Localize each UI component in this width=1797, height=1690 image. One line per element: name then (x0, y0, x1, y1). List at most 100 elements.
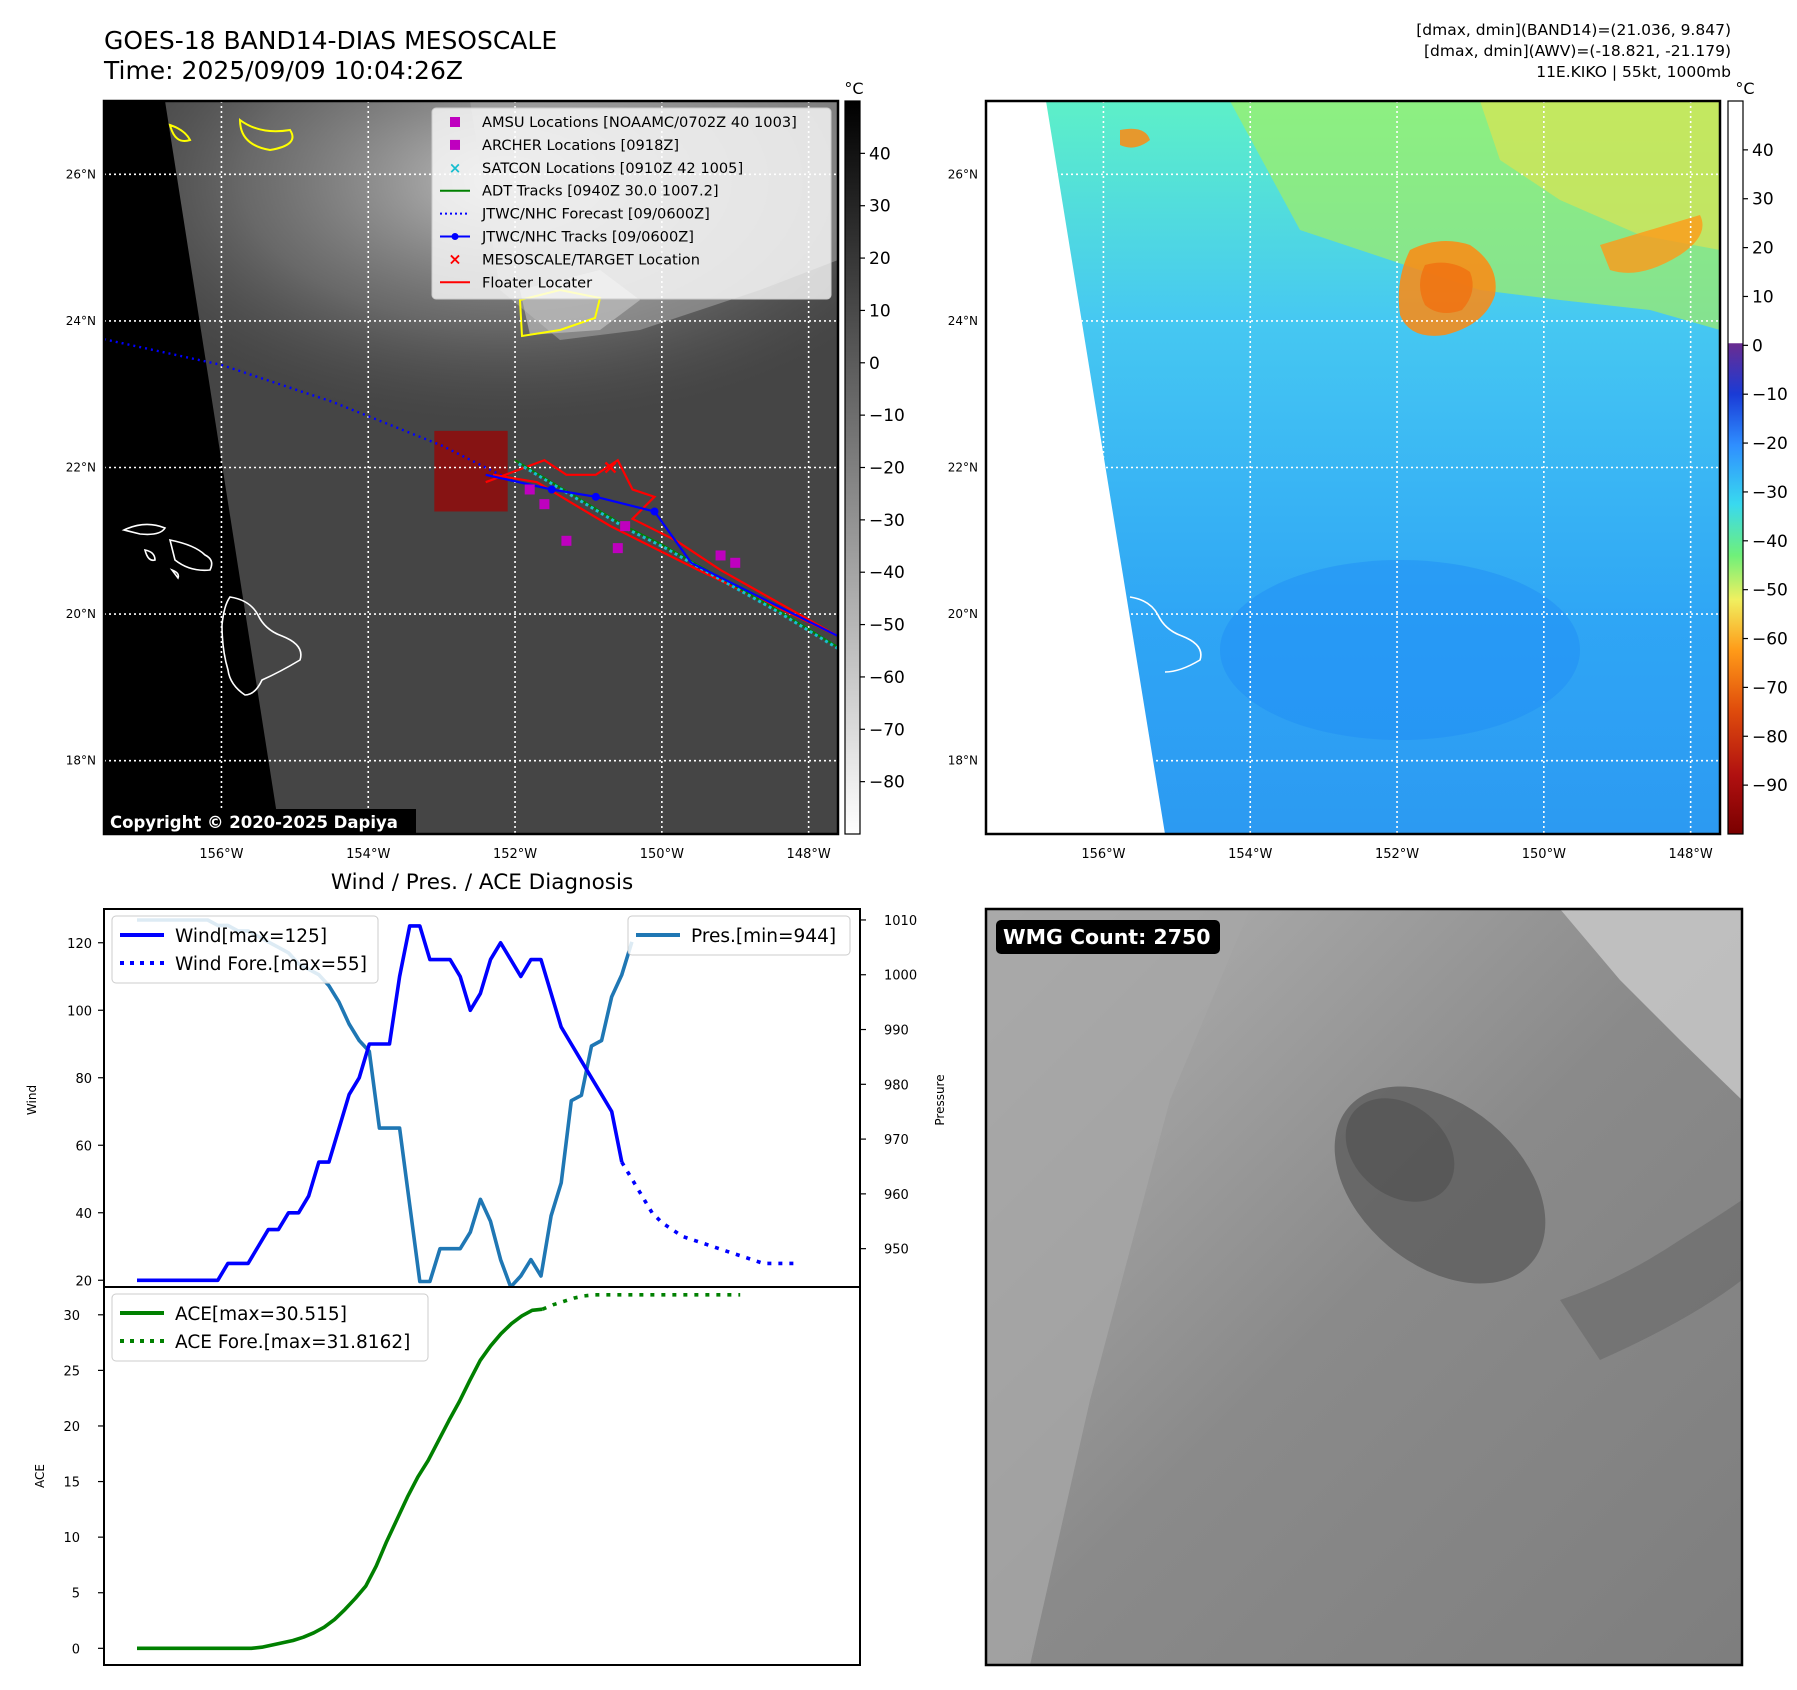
legend-wind-forecast: Wind Fore.[max=55] (175, 954, 367, 975)
legend-ace: ACE[max=30.515] (175, 1304, 347, 1325)
colorbar-tick-label: 20 (1752, 239, 1774, 259)
wmg-light-band (986, 909, 1250, 1665)
lon-tick-label: 152°W (1375, 847, 1419, 862)
copyright-badge: Copyright © 2020-2025 Dapiya (104, 809, 416, 834)
lat-tick-label: 22°N (66, 461, 96, 475)
pressure-tick-label: 950 (884, 1243, 909, 1258)
amsu-point (561, 535, 572, 546)
colorbar-unit-label: °C (1735, 79, 1754, 98)
colorbar-tick-label: 0 (869, 354, 880, 374)
svg-text:Copyright © 2020-2025 Dapiya: Copyright © 2020-2025 Dapiya (110, 813, 398, 832)
lat-tick-label: 24°N (948, 314, 978, 328)
legend-entry: AMSU Locations [NOAAMC/0702Z 40 1003] (482, 114, 797, 131)
colorbar-tick-label: −40 (869, 563, 905, 583)
amsu-point (730, 557, 741, 568)
archer-point (620, 521, 631, 532)
best-track-point (650, 507, 659, 516)
ace-tick-label: 30 (63, 1309, 80, 1324)
colorbar-tick-label: −80 (869, 773, 905, 793)
archer-point (524, 484, 535, 495)
legend-entry: SATCON Locations [0910Z 42 1005] (482, 160, 743, 177)
colorbar-tick-label: 0 (1752, 336, 1763, 356)
dias-map-panel: 26°N 24°N 22°N 20°N 18°N 156°W 154°W 152°W 150°… (948, 99, 1722, 862)
ir-legend: AMSU Locations [NOAAMC/0702Z 40 1003] ARC… (431, 107, 832, 300)
ace-tick-label: 0 (72, 1642, 80, 1657)
wind-legend: Wind[max=125] Wind Fore.[max=55] (111, 915, 379, 984)
legend-ace-forecast: ACE Fore.[max=31.8162] (175, 1332, 410, 1353)
amsu-point (715, 550, 726, 561)
mesoscale-target-marker (604, 461, 617, 474)
ir-night-edge (104, 101, 280, 834)
colorbar-unit-label: °C (844, 79, 863, 98)
amsu-point (612, 543, 623, 554)
ir-map-frame (102, 99, 840, 836)
dias-lat-ticks: 26°N 24°N 22°N 20°N 18°N (948, 167, 978, 767)
dias-hot-spot-small (1120, 128, 1150, 148)
wmg-eye-core (1345, 1098, 1455, 1202)
colorbar-tick-label: −30 (1752, 483, 1788, 503)
dias-no-data (986, 101, 1165, 834)
dias-hot-band (1600, 215, 1703, 273)
ace-panel: 30 25 20 15 10 5 0 ACE ACE[max=30.515] ACE For… (33, 1286, 861, 1666)
wind-axis-label: Wind (25, 1085, 39, 1115)
figure-title: GOES-18 BAND14-DIAS MESOSCALE (104, 26, 558, 55)
legend-wind: Wind[max=125] (175, 926, 327, 947)
legend-entry: ADT Tracks [0940Z 30.0 1007.2] (482, 183, 719, 200)
lon-tick-label: 148°W (1669, 847, 1713, 862)
lat-tick-label: 20°N (948, 607, 978, 621)
lat-tick-label: 22°N (948, 461, 978, 475)
colorbar-tick-label: 40 (1752, 141, 1774, 161)
colorbar-tick-label: −20 (1752, 434, 1788, 454)
dias-map-frame (984, 99, 1722, 836)
lat-tick-label: 26°N (948, 167, 978, 181)
dias-warm-region (1480, 101, 1720, 250)
colorbar-tick-label: −10 (869, 406, 905, 426)
cold-cloud-contour (238, 118, 294, 152)
pressure-tick-label: 980 (884, 1078, 909, 1093)
lat-tick-label: 18°N (948, 754, 978, 768)
svg-text:WMG Count: 2750: WMG Count: 2750 (1003, 925, 1210, 949)
ir-tracks (104, 338, 838, 651)
lat-tick-label: 26°N (66, 167, 96, 181)
colorbar-tick-label: 20 (869, 249, 891, 269)
legend-entry: JTWC/NHC Tracks [09/0600Z] (481, 229, 694, 246)
colorbar-tick-label: −40 (1752, 532, 1788, 552)
ir-lon-ticks: 156°W 154°W 152°W 150°W 148°W (199, 847, 831, 862)
colorbar-tick-label: −60 (869, 668, 905, 688)
legend-entry: Floater Locater (482, 274, 592, 291)
ace-tick-label: 25 (63, 1364, 80, 1379)
lon-tick-label: 148°W (787, 847, 831, 862)
wind-pressure-panel: Wind / Pres. / ACE Diagnosis 120 100 80 60 4… (25, 870, 947, 1289)
colorbar-tick-label: −80 (1752, 727, 1788, 747)
cold-cloud-contour (168, 123, 192, 142)
colorbar-tick-label: −10 (1752, 385, 1788, 405)
ace-tick-label: 5 (72, 1587, 80, 1602)
colorbar-tick-label: −60 (1752, 630, 1788, 650)
ace-tick-label: 20 (63, 1420, 80, 1435)
pressure-tick-label: 1000 (884, 969, 917, 984)
ace-line (137, 1307, 543, 1651)
colorbar-tick-label: −50 (869, 616, 905, 636)
lon-tick-label: 150°W (640, 847, 684, 862)
legend-entry: ARCHER Locations [0918Z] (482, 137, 679, 154)
big-island-coast (221, 596, 302, 696)
dias-hot-core (1420, 262, 1473, 314)
best-track-point (591, 492, 600, 501)
legend-pressure: Pres.[min=944] (691, 926, 836, 947)
pressure-tick-label: 960 (884, 1188, 909, 1203)
ir-map-panel: 26°N 24°N 22°N 20°N 18°N 156°W 154°W 152°W 150°… (66, 99, 840, 862)
legend-marker: × (449, 159, 462, 177)
lon-tick-label: 156°W (199, 847, 243, 862)
wmg-band (1560, 1200, 1742, 1360)
legend-marker: × (448, 249, 461, 268)
pressure-axis-label: Pressure (933, 1074, 947, 1125)
ace-tick-label: 15 (63, 1476, 80, 1491)
satcon-track (517, 462, 838, 651)
legend-entry: MESOSCALE/TARGET Location (482, 251, 700, 268)
legend-entry: JTWC/NHC Forecast [09/0600Z] (481, 206, 710, 223)
lon-tick-label: 150°W (1522, 847, 1566, 862)
colorbar-tick-label: 10 (869, 301, 891, 321)
lon-tick-label: 156°W (1081, 847, 1125, 862)
big-island-coast (1129, 596, 1202, 673)
